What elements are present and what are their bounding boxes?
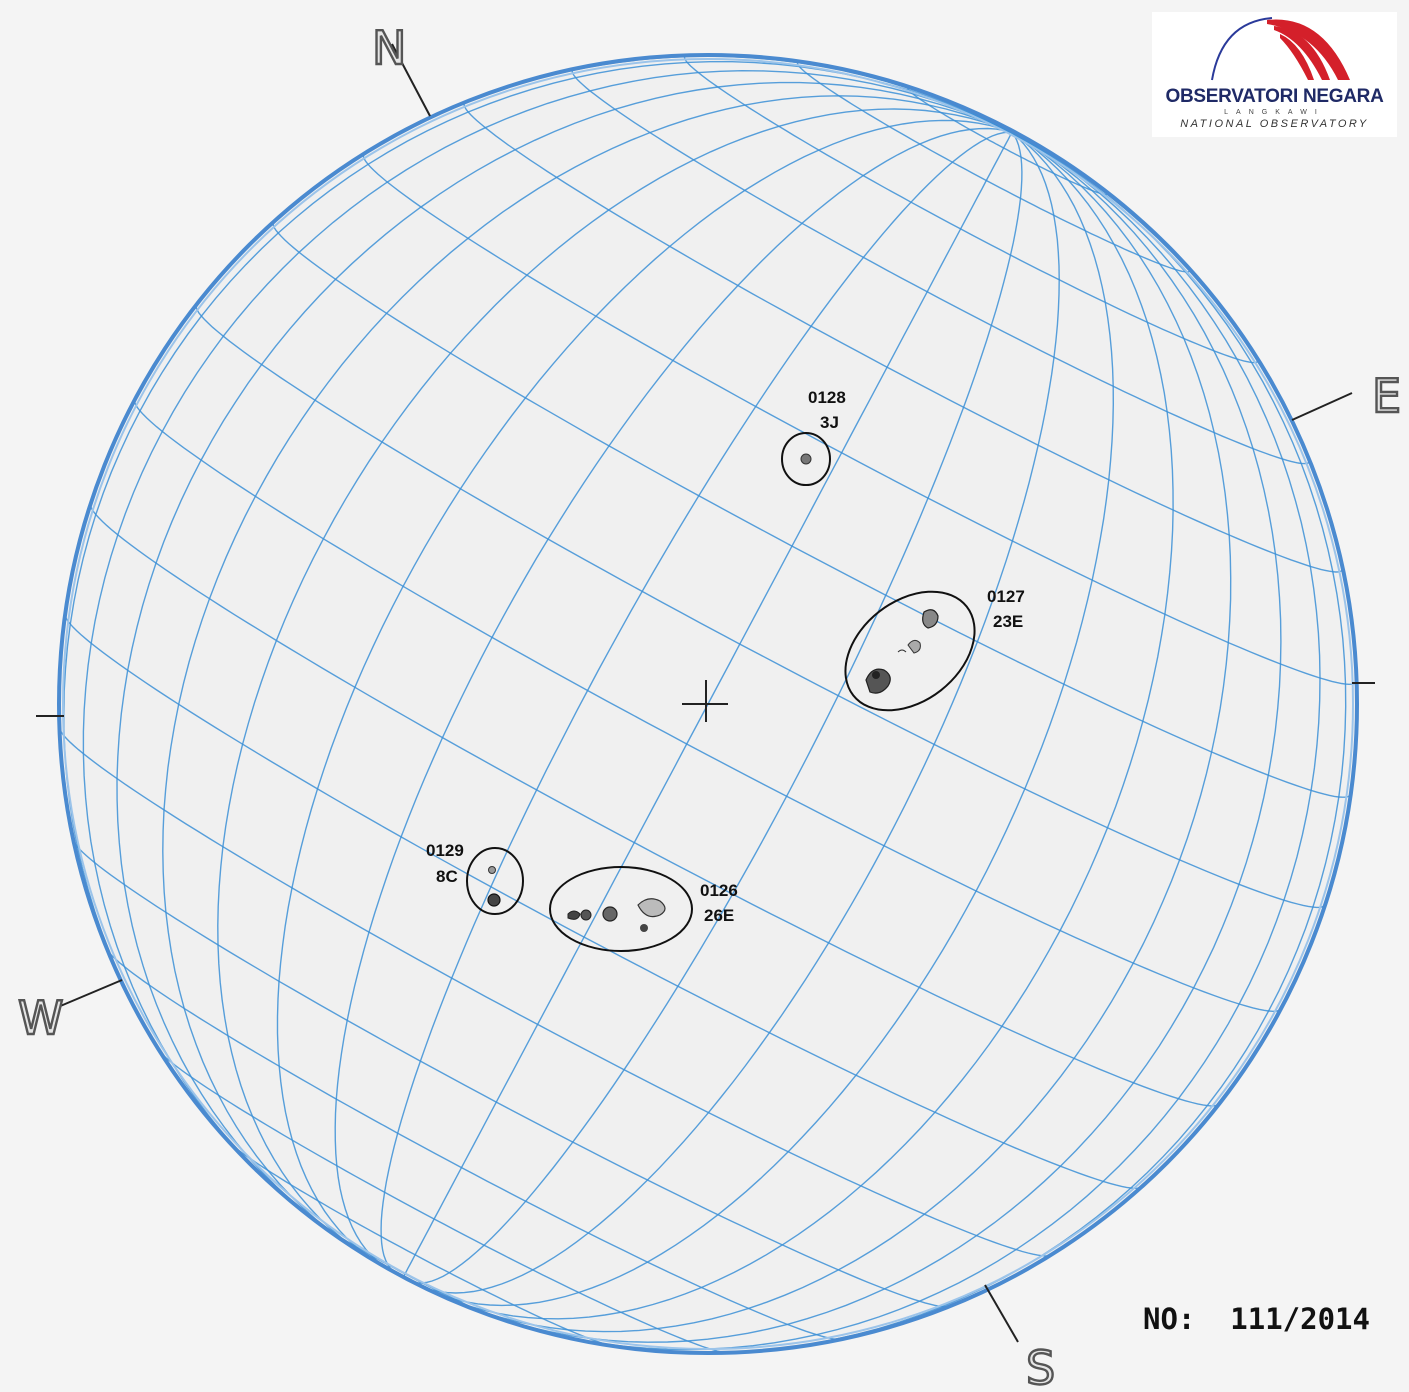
observatory-logo: OBSERVATORI NEGARA LANGKAWI NATIONAL OBS… xyxy=(1152,12,1397,137)
compass-west: W xyxy=(18,991,63,1045)
grid-line xyxy=(64,614,1142,1190)
disk-center-cross xyxy=(682,680,728,722)
north-axis-tick xyxy=(391,43,431,117)
south-axis-tick xyxy=(984,1284,1019,1343)
grid-line xyxy=(217,108,1013,1256)
grid-line xyxy=(413,131,1023,1284)
grid-line xyxy=(162,95,1013,1242)
region-class-0126: 26E xyxy=(704,906,734,925)
grid-line xyxy=(228,1141,613,1347)
grid-line xyxy=(334,127,1013,1267)
compass-east: E xyxy=(1372,369,1401,423)
grid-line xyxy=(442,131,1174,1320)
sunspot-group-0128: 0128 3J xyxy=(781,388,846,486)
grid-line xyxy=(463,101,1344,573)
grid-line xyxy=(907,87,1108,196)
grid-line xyxy=(116,81,1013,1237)
region-class-0129: 8C xyxy=(436,867,458,886)
compass-south: S xyxy=(1026,1341,1055,1392)
observatory-dome-icon xyxy=(1211,17,1350,81)
logo-subtitle: LANGKAWI xyxy=(1224,109,1325,116)
region-number-0127: 0127 xyxy=(987,587,1025,606)
grid-line xyxy=(362,152,1358,686)
grid-line xyxy=(272,222,1351,798)
grid-line xyxy=(423,131,1060,1294)
heliographic-grid xyxy=(59,54,1358,1354)
grid-line xyxy=(72,840,950,1308)
grid-line xyxy=(63,61,1013,1125)
grid-line xyxy=(474,131,1282,1343)
grid-line xyxy=(636,131,1347,1354)
grid-line xyxy=(796,60,1191,273)
region-class-0127: 23E xyxy=(993,612,1023,631)
grid-line xyxy=(402,132,1013,1278)
east-axis-tick xyxy=(1291,392,1353,421)
grid-line xyxy=(133,399,1282,1013)
solar-limb xyxy=(57,53,1359,1355)
grid-line xyxy=(433,131,1115,1307)
region-number-0128: 0128 xyxy=(808,388,846,407)
grid-line xyxy=(195,304,1326,909)
region-class-0128: 3J xyxy=(820,413,839,432)
grid-line xyxy=(571,68,1311,465)
west-axis-tick xyxy=(57,979,123,1008)
grid-line xyxy=(106,949,841,1341)
grid-line xyxy=(159,1050,728,1354)
region-number-0129: 0129 xyxy=(426,841,464,860)
sunspot-group-0126: 0126 26E xyxy=(549,866,738,952)
grid-line xyxy=(59,728,1050,1257)
grid-line xyxy=(683,54,1259,364)
sunspot-group-0129: 0129 8C xyxy=(426,841,524,915)
logo-tagline: NATIONAL OBSERVATORY xyxy=(1180,118,1369,130)
compass-north: N xyxy=(372,21,406,75)
grid-line xyxy=(465,131,1232,1333)
report-number: NO: 111/2014 xyxy=(1143,1302,1370,1336)
sunspot-group-0127: 0127 23E xyxy=(844,587,1025,712)
grid-line xyxy=(380,131,1012,1272)
logo-title: OBSERVATORI NEGARA xyxy=(1165,86,1384,107)
region-number-0126: 0126 xyxy=(700,881,738,900)
grid-line xyxy=(89,504,1219,1107)
grid-line xyxy=(276,119,1013,1261)
